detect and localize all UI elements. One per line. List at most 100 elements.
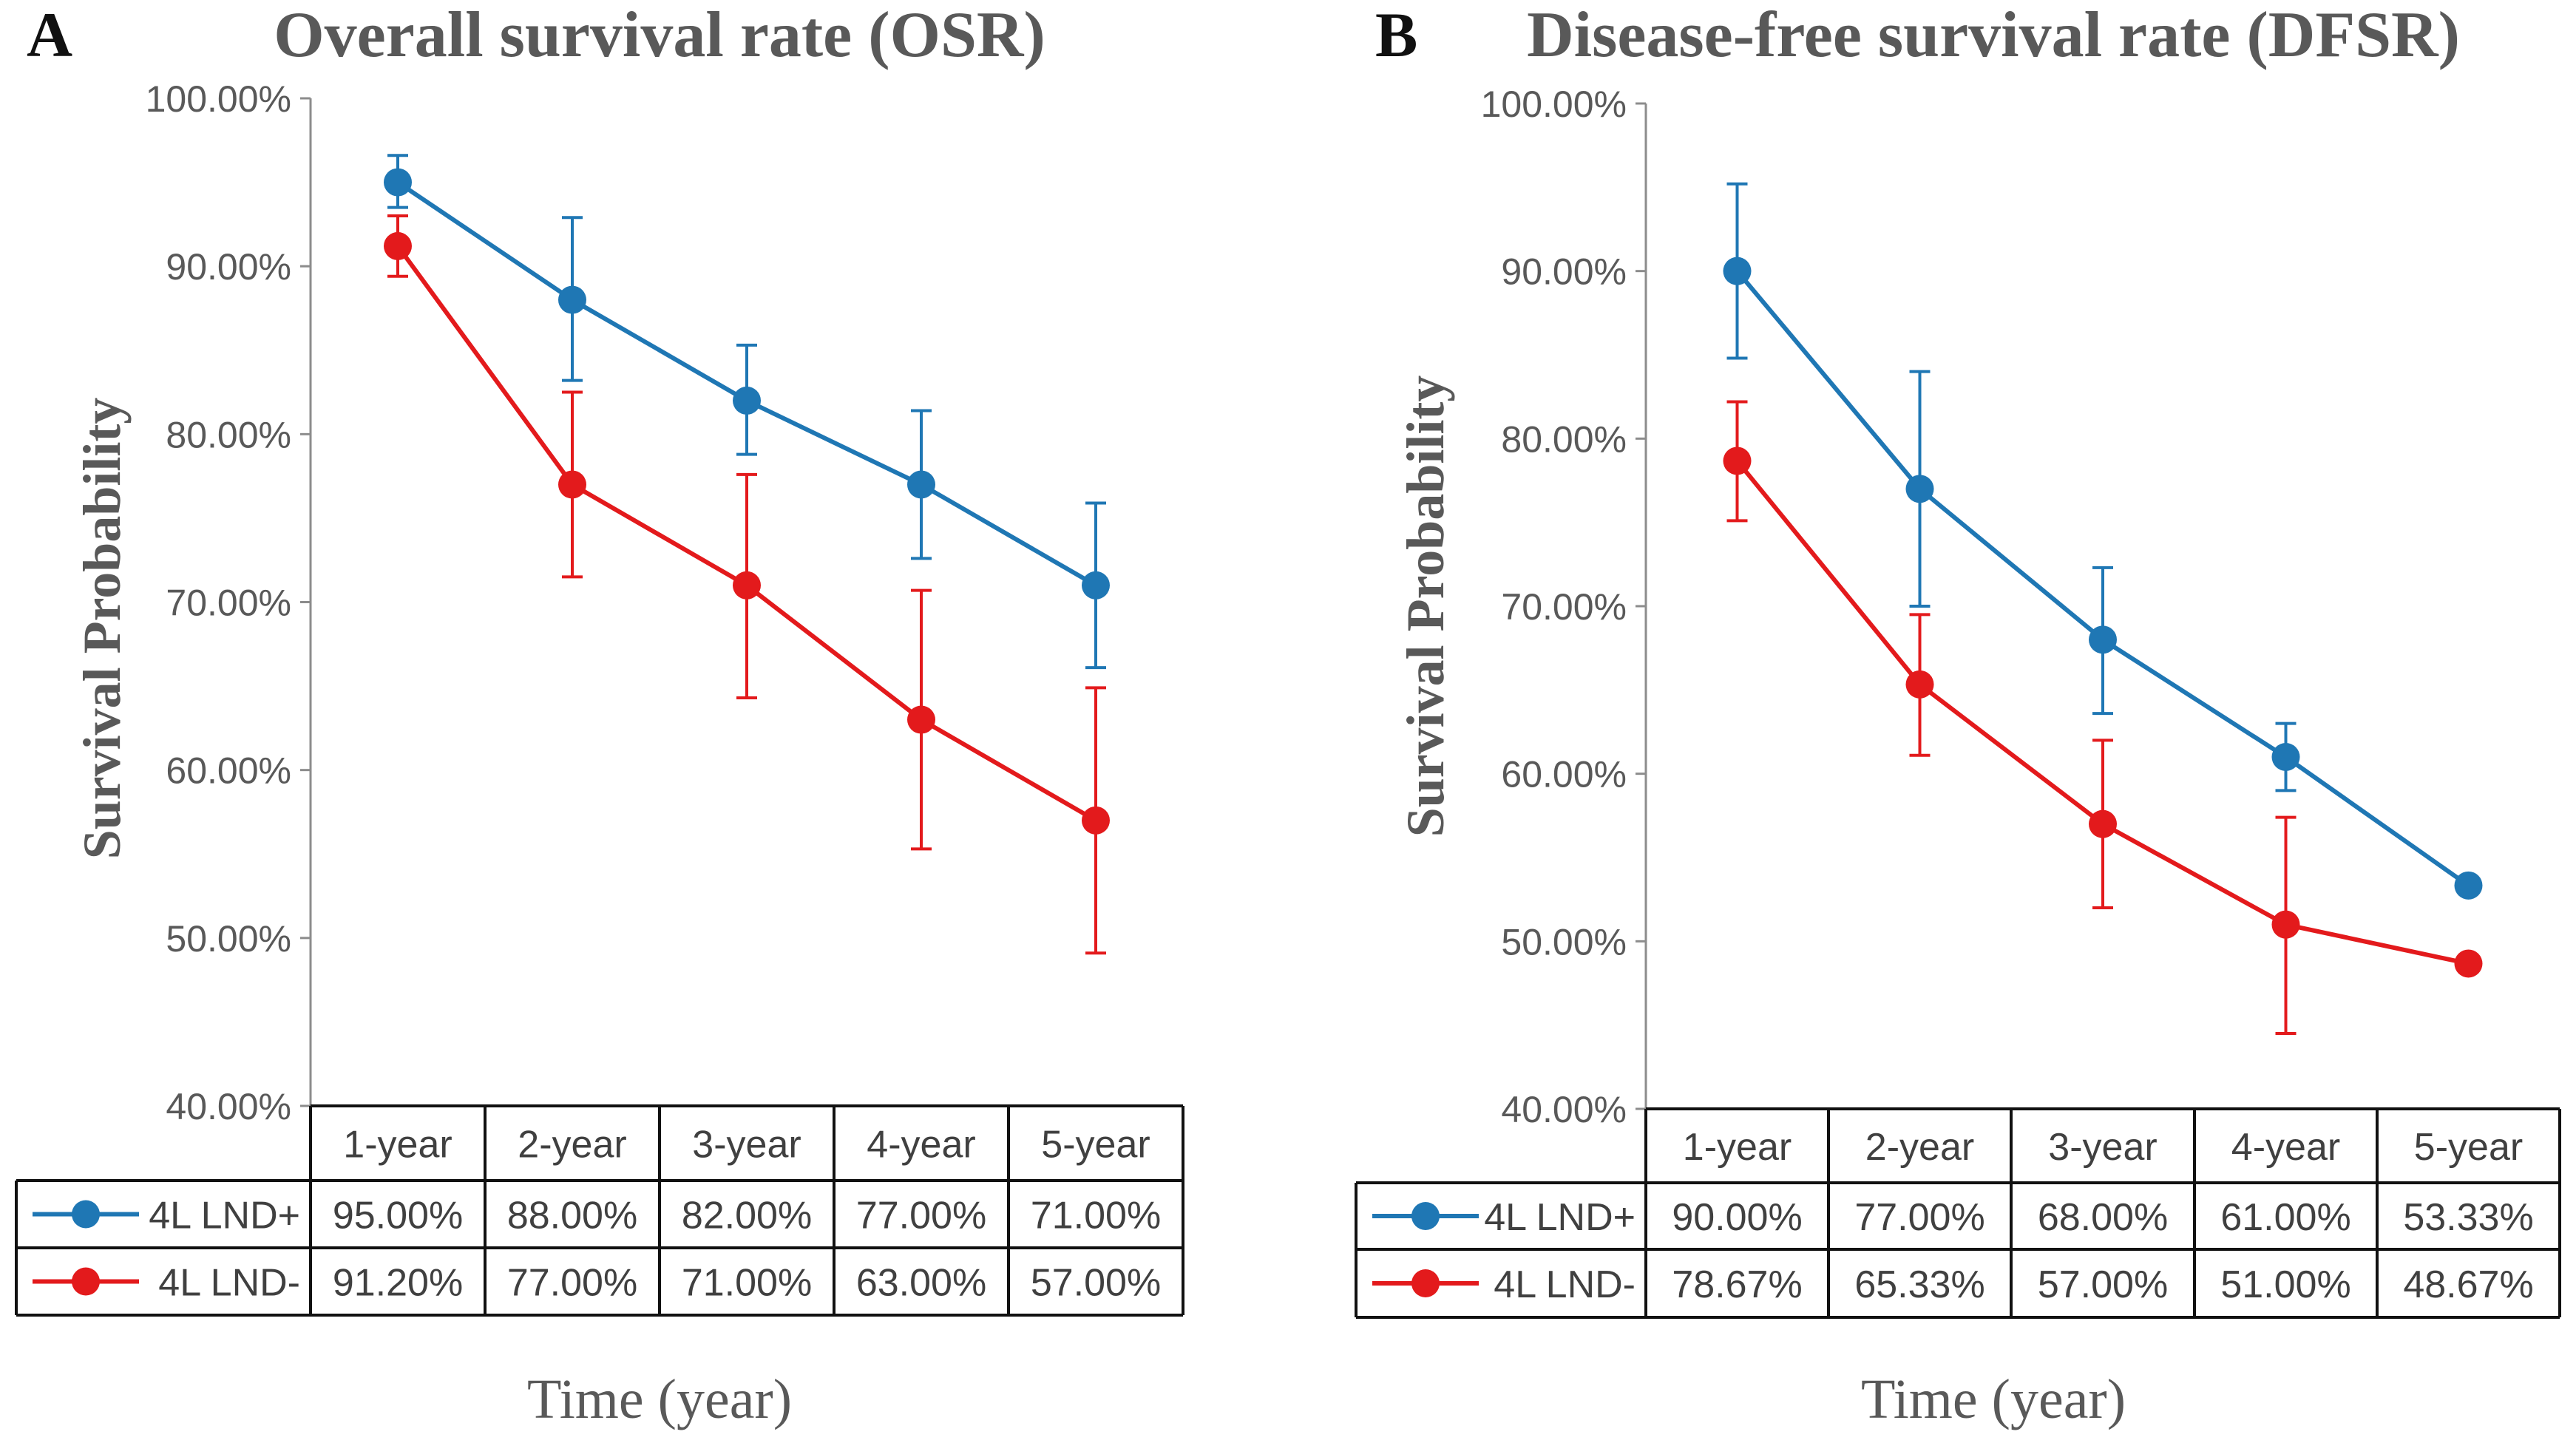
panel-b-y-tick-labels: 100.00% 90.00% 80.00% 70.00% 60.00% 50.00% 40.… bbox=[1481, 84, 1627, 1130]
panel-a-y-axis-label: Survival Probability bbox=[72, 398, 132, 860]
panel-b-x-axis-label: Time (year) bbox=[1861, 1368, 2126, 1430]
panel-a-legend: 4L LND+ 4L LND- bbox=[33, 1195, 300, 1305]
panel-b-data-point bbox=[2271, 743, 2300, 771]
panel-a-series-2 bbox=[384, 214, 1110, 955]
panel-a-data-point bbox=[384, 168, 412, 197]
panel-b-series-1 bbox=[1723, 182, 2483, 900]
panel-a-data-table: 1-year 2-year 3-year 4-year 5-year 4L LND+4L… bbox=[15, 1104, 1184, 1317]
panel-b-data-point bbox=[1905, 670, 1934, 699]
panel-b-data-point bbox=[2454, 871, 2483, 900]
panel-b-category-label: 5-year bbox=[2414, 1126, 2523, 1169]
panel-b-y-axis-label: Survival Probability bbox=[1396, 376, 1455, 838]
panel-b-legend: 4L LND+ 4L LND- bbox=[1372, 1196, 1636, 1306]
panel-a-y-ticks bbox=[300, 97, 311, 1107]
panel-a-table-value: 77.00% bbox=[507, 1262, 637, 1305]
panel-b-category-label: 3-year bbox=[2048, 1126, 2157, 1169]
panel-a-table-value: 88.00% bbox=[507, 1195, 637, 1237]
panel-b-value-cells: 90.00% 77.00% 68.00% 61.00% 53.33% 78.67% 65.3… bbox=[1672, 1196, 2533, 1306]
panel-a-table-value: 82.00% bbox=[682, 1195, 812, 1237]
panel-a-table-value: 57.00% bbox=[1031, 1262, 1161, 1305]
panel-b: B Disease-free survival rate (DFSR) Surv… bbox=[1355, 0, 2561, 1430]
panel-b-table-value: 77.00% bbox=[1854, 1196, 1984, 1239]
panel-b-category-label: 4-year bbox=[2231, 1126, 2340, 1169]
panel-b-table-value: 57.00% bbox=[2038, 1263, 2168, 1306]
panel-a-x-axis-label: Time (year) bbox=[527, 1368, 792, 1430]
panel-a-letter: A bbox=[27, 0, 72, 70]
panel-a-data-point bbox=[907, 705, 935, 734]
panel-b-legend-label-1: 4L LND+ bbox=[1484, 1196, 1636, 1239]
panel-b-y-ticks bbox=[1636, 102, 1646, 1110]
panel-a-series-1 bbox=[384, 154, 1110, 670]
panel-a-legend-marker-1 bbox=[72, 1200, 100, 1229]
panel-a-data-point bbox=[558, 285, 586, 314]
panel-a-data-point bbox=[1082, 571, 1110, 600]
panel-b-table-value: 51.00% bbox=[2220, 1263, 2350, 1306]
panel-a-data-point bbox=[907, 470, 935, 499]
panel-b-y-tick-label: 50.00% bbox=[1501, 921, 1627, 962]
panel-a-category-label: 3-year bbox=[692, 1124, 801, 1167]
panel-b-y-tick-label: 70.00% bbox=[1501, 586, 1627, 628]
panel-b-table-value: 90.00% bbox=[1672, 1196, 1802, 1239]
panel-a-data-point bbox=[558, 470, 586, 499]
panel-b-y-tick-label: 90.00% bbox=[1501, 251, 1627, 293]
panel-a-y-tick-label: 70.00% bbox=[166, 583, 291, 624]
panel-b-y-tick-label: 40.00% bbox=[1501, 1089, 1627, 1130]
panel-b-table-value: 68.00% bbox=[2038, 1196, 2168, 1239]
panel-b-legend-marker-1 bbox=[1411, 1202, 1440, 1230]
panel-b-table-value: 65.33% bbox=[1854, 1263, 1984, 1306]
panel-b-series-2 bbox=[1723, 400, 2483, 1035]
panel-a-category-labels: 1-year 2-year 3-year 4-year 5-year bbox=[343, 1124, 1150, 1167]
panel-a-category-label: 5-year bbox=[1041, 1124, 1150, 1167]
panel-b-table-value: 61.00% bbox=[2220, 1196, 2350, 1239]
panel-b-letter: B bbox=[1375, 0, 1417, 70]
panel-b-plot-area bbox=[1723, 182, 2483, 1035]
panel-a-data-point bbox=[733, 386, 761, 415]
panel-a-legend-label-1: 4L LND+ bbox=[149, 1195, 300, 1237]
panel-b-y-tick-label: 100.00% bbox=[1481, 84, 1627, 125]
panel-a-y-tick-label: 100.00% bbox=[146, 78, 291, 120]
panel-a-y-tick-label: 60.00% bbox=[166, 750, 291, 792]
panel-a-category-label: 1-year bbox=[343, 1124, 452, 1167]
panel-b-data-table: 1-year 2-year 3-year 4-year 5-year 4L LND+4L… bbox=[1355, 1107, 2561, 1319]
panel-a-table-value: 77.00% bbox=[856, 1195, 986, 1237]
panel-a-table-value: 71.00% bbox=[1031, 1195, 1161, 1237]
panel-b-category-label: 1-year bbox=[1683, 1126, 1792, 1169]
panel-a-y-tick-label: 80.00% bbox=[166, 414, 291, 455]
panel-a: A Overall survival rate (OSR) Survival P… bbox=[15, 0, 1184, 1430]
panel-b-data-point bbox=[2089, 809, 2117, 838]
panel-b-data-point bbox=[2454, 949, 2483, 978]
panel-b-table-value: 48.67% bbox=[2403, 1263, 2533, 1306]
panel-b-title: Disease-free survival rate (DFSR) bbox=[1527, 0, 2460, 71]
panel-a-table-value: 63.00% bbox=[856, 1262, 986, 1305]
panel-a-data-point bbox=[1082, 806, 1110, 835]
panel-b-legend-label-2: 4L LND- bbox=[1494, 1263, 1636, 1306]
panel-b-table-value: 53.33% bbox=[2403, 1196, 2533, 1239]
panel-b-data-point bbox=[1723, 257, 1752, 285]
panel-a-category-label: 2-year bbox=[518, 1124, 626, 1167]
panel-b-category-labels: 1-year 2-year 3-year 4-year 5-year bbox=[1683, 1126, 2523, 1169]
panel-a-y-tick-label: 90.00% bbox=[166, 246, 291, 288]
panel-b-data-point bbox=[1723, 447, 1752, 475]
panel-b-data-point bbox=[2089, 625, 2117, 654]
panel-a-y-tick-label: 50.00% bbox=[166, 918, 291, 960]
panel-b-category-label: 2-year bbox=[1865, 1126, 1974, 1169]
panel-a-y-tick-labels: 100.00% 90.00% 80.00% 70.00% 60.00% 50.00% 40.… bbox=[146, 78, 291, 1127]
panel-a-plot-area bbox=[384, 154, 1110, 955]
panel-b-y-tick-label: 60.00% bbox=[1501, 754, 1627, 795]
panel-a-data-point bbox=[384, 231, 412, 260]
panel-b-data-point bbox=[1905, 475, 1934, 503]
panel-b-legend-marker-2 bbox=[1411, 1269, 1440, 1297]
panel-b-data-point bbox=[2271, 910, 2300, 939]
panel-a-table-value: 71.00% bbox=[682, 1262, 812, 1305]
panel-a-table-value: 91.20% bbox=[333, 1262, 463, 1305]
panel-a-title: Overall survival rate (OSR) bbox=[274, 0, 1045, 71]
panel-a-legend-label-2: 4L LND- bbox=[158, 1262, 300, 1305]
panel-a-category-label: 4-year bbox=[867, 1124, 975, 1167]
panel-b-y-tick-label: 80.00% bbox=[1501, 418, 1627, 460]
panel-a-legend-marker-2 bbox=[72, 1267, 100, 1296]
panel-a-data-point bbox=[733, 571, 761, 600]
panel-b-table-value: 78.67% bbox=[1672, 1263, 1802, 1306]
panel-a-value-cells: 95.00% 88.00% 82.00% 77.00% 71.00% 91.20% 77.0… bbox=[333, 1195, 1161, 1305]
